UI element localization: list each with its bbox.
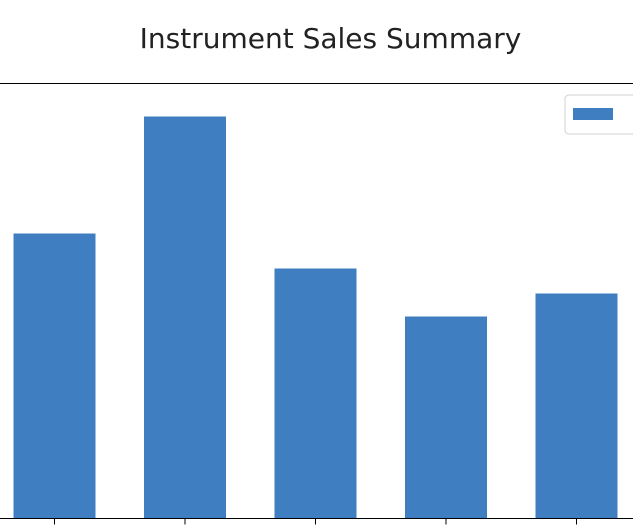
x-ticks-layer (54, 518, 577, 525)
bar-2 (144, 116, 226, 519)
legend (564, 94, 633, 135)
legend-swatch (573, 108, 613, 120)
chart-title: Instrument Sales Summary (139, 22, 522, 55)
bar-1 (13, 233, 96, 519)
bar-5 (535, 293, 618, 519)
bars-layer (13, 116, 618, 519)
bar-4 (405, 316, 487, 519)
bar-3 (274, 268, 357, 519)
